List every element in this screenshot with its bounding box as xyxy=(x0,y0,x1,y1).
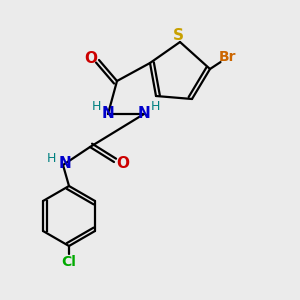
Text: H: H xyxy=(92,100,101,113)
Text: N: N xyxy=(138,106,150,122)
Text: Br: Br xyxy=(219,50,237,64)
Text: N: N xyxy=(58,156,71,171)
Text: N: N xyxy=(102,106,114,122)
Text: H: H xyxy=(46,152,56,165)
Text: H: H xyxy=(151,100,160,113)
Text: S: S xyxy=(173,28,184,43)
Text: O: O xyxy=(84,51,97,66)
Text: Cl: Cl xyxy=(61,255,76,268)
Text: O: O xyxy=(116,156,129,171)
